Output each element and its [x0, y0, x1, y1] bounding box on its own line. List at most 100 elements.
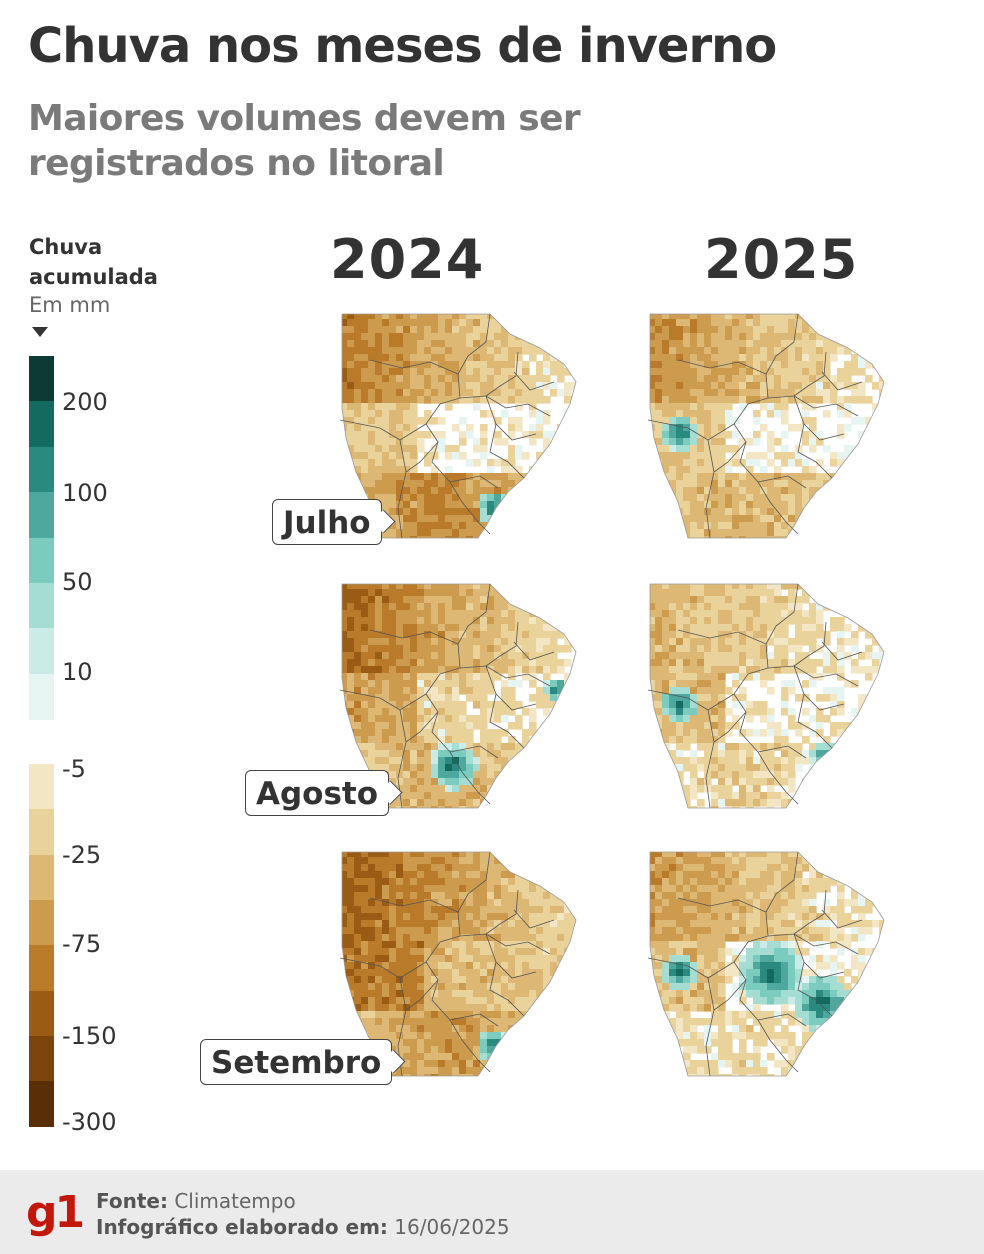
- source-line: Fonte: Climatempo: [96, 1189, 296, 1213]
- state-border: [821, 909, 863, 929]
- year-heading-2025: 2025: [704, 228, 859, 291]
- legend-tick: -150: [62, 1022, 117, 1050]
- legend-swatch: [29, 492, 54, 539]
- map-2024-setembro: [340, 851, 577, 1077]
- state-border: [397, 439, 407, 539]
- state-border: [340, 689, 427, 711]
- state-border: [793, 351, 827, 397]
- state-border: [677, 897, 767, 913]
- state-border: [485, 889, 519, 935]
- legend-title: Chuva acumulada: [29, 232, 158, 292]
- state-border: [793, 665, 859, 687]
- source-value: Climatempo: [174, 1189, 296, 1213]
- month-label-setembro: Setembro: [200, 1039, 406, 1085]
- legend-swatch: [29, 809, 54, 856]
- legend-swatch: [29, 1035, 54, 1082]
- state-border: [485, 351, 519, 397]
- state-border: [705, 977, 715, 1077]
- state-border: [405, 441, 439, 473]
- state-border: [513, 641, 555, 661]
- state-border: [489, 693, 525, 749]
- state-border: [821, 641, 863, 661]
- anomaly-field: [650, 314, 884, 538]
- legend-tick: -75: [62, 930, 102, 958]
- state-border: [648, 689, 735, 711]
- date-label: Infográfico elaborado em:: [96, 1215, 388, 1239]
- state-border: [793, 621, 827, 667]
- state-border: [821, 371, 863, 391]
- map-2025-agosto: [648, 583, 885, 809]
- legend-tick: 100: [62, 479, 108, 507]
- year-heading-2024: 2024: [330, 228, 485, 291]
- state-border: [513, 909, 555, 929]
- state-border: [369, 359, 459, 375]
- g1-logo: g1: [26, 1187, 85, 1238]
- legend-title-line2: acumulada: [29, 265, 158, 289]
- legend-swatch: [29, 899, 54, 946]
- state-border: [485, 665, 551, 687]
- legend-swatch: [29, 356, 54, 402]
- state-border: [489, 423, 525, 479]
- map-2024-julho: [340, 313, 577, 539]
- legend-swatch: [29, 990, 54, 1037]
- state-border: [797, 693, 833, 749]
- legend-swatch: [29, 1081, 54, 1127]
- legend-unit: Em mm: [29, 293, 111, 317]
- state-border: [489, 961, 525, 1017]
- state-border: [713, 441, 747, 473]
- page-title: Chuva nos meses de inverno: [28, 18, 777, 74]
- state-border: [705, 439, 715, 539]
- map-2025-julho: [648, 313, 885, 539]
- state-border: [449, 745, 499, 759]
- anomaly-field: [650, 584, 884, 808]
- state-border: [705, 709, 715, 809]
- state-border: [677, 629, 767, 645]
- legend-swatch: [29, 673, 54, 720]
- legend-tick: 200: [62, 388, 108, 416]
- page-subtitle: Maiores volumes devem ser registrados no…: [28, 98, 581, 184]
- month-label-julho: Julho: [272, 499, 396, 545]
- state-border: [713, 979, 747, 1011]
- state-border: [449, 475, 499, 489]
- state-border: [485, 621, 519, 667]
- legend-swatch: [29, 945, 54, 991]
- state-border: [513, 371, 555, 391]
- state-border: [648, 957, 735, 979]
- state-border: [485, 933, 551, 955]
- state-border: [797, 961, 833, 1017]
- state-border: [648, 419, 735, 441]
- legend-swatch: [29, 537, 54, 584]
- state-border: [757, 475, 807, 489]
- state-border: [797, 423, 833, 479]
- map-2025-setembro: [648, 851, 885, 1077]
- legend-swatch: [29, 446, 54, 493]
- legend-tick: 50: [62, 568, 93, 596]
- state-border: [369, 629, 459, 645]
- legend-swatch: [29, 583, 54, 629]
- legend-tick: -5: [62, 755, 86, 783]
- month-label-text: Setembro: [211, 1045, 382, 1081]
- state-border: [793, 889, 827, 935]
- footer-bar: [0, 1170, 984, 1254]
- state-border: [793, 395, 859, 417]
- legend-tick: -25: [62, 841, 102, 869]
- state-border: [757, 1013, 807, 1027]
- state-border: [677, 359, 767, 375]
- state-border: [485, 395, 551, 417]
- state-border: [340, 957, 427, 979]
- legend-tick: 10: [62, 658, 93, 686]
- legend-swatch: [29, 764, 54, 810]
- month-label-text: Agosto: [256, 776, 379, 812]
- date-line: Infográfico elaborado em: 16/06/2025: [96, 1215, 510, 1239]
- state-border: [405, 711, 439, 743]
- month-label-agosto: Agosto: [245, 770, 403, 816]
- state-border: [340, 419, 427, 441]
- source-label: Fonte:: [96, 1189, 168, 1213]
- state-border: [449, 1013, 499, 1027]
- legend-swatch: [29, 854, 54, 901]
- legend-title-line1: Chuva: [29, 235, 103, 259]
- legend-swatch: [29, 628, 54, 675]
- state-border: [369, 897, 459, 913]
- legend-swatch: [29, 401, 54, 448]
- state-border: [405, 979, 439, 1011]
